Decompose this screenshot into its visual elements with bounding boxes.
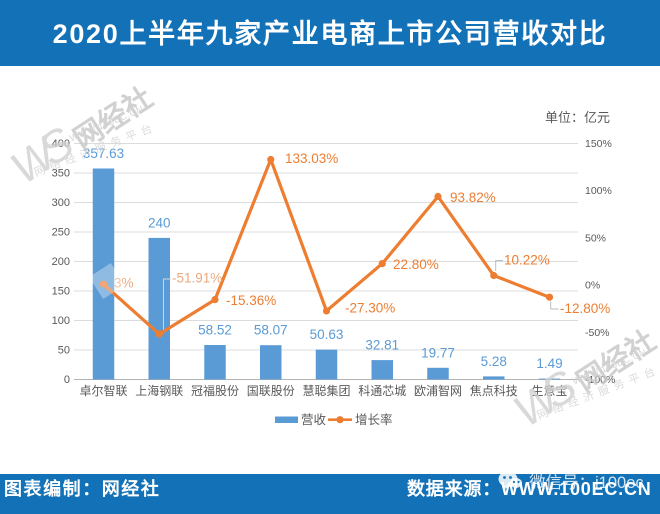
- svg-text:100%: 100%: [585, 185, 612, 197]
- svg-text:400: 400: [52, 138, 70, 150]
- svg-text:50%: 50%: [585, 232, 606, 244]
- svg-text:22.80%: 22.80%: [393, 257, 439, 272]
- svg-text:133.03%: 133.03%: [285, 151, 338, 166]
- svg-text:增长率: 增长率: [355, 412, 393, 427]
- svg-text:-100%: -100%: [585, 374, 615, 386]
- svg-text:营收: 营收: [301, 413, 327, 427]
- svg-text:58.52: 58.52: [198, 323, 232, 338]
- svg-text:100: 100: [52, 315, 70, 327]
- svg-text:0%: 0%: [585, 280, 600, 292]
- svg-text:19.77: 19.77: [421, 345, 455, 360]
- svg-text:焦点科技: 焦点科技: [470, 384, 518, 398]
- svg-text:生意宝: 生意宝: [531, 383, 567, 398]
- svg-text:58.07: 58.07: [254, 323, 288, 338]
- svg-text:150%: 150%: [585, 138, 612, 150]
- svg-text:1.49: 1.49: [536, 356, 562, 371]
- svg-text:上海钢联: 上海钢联: [135, 383, 183, 398]
- svg-text:10.22%: 10.22%: [504, 253, 550, 268]
- svg-text:-15.36%: -15.36%: [226, 293, 276, 308]
- svg-text:冠福股份: 冠福股份: [191, 383, 239, 398]
- svg-text:50.63: 50.63: [310, 327, 344, 342]
- svg-text:卓尔智联: 卓尔智联: [79, 383, 127, 398]
- svg-text:93.82%: 93.82%: [450, 190, 496, 205]
- svg-text:150: 150: [52, 286, 70, 298]
- svg-text:国联股份: 国联股份: [247, 384, 295, 398]
- svg-text:357.63: 357.63: [83, 146, 124, 161]
- svg-text:50: 50: [58, 345, 70, 357]
- svg-text:-12.80%: -12.80%: [560, 301, 610, 316]
- svg-text:200: 200: [52, 256, 70, 268]
- svg-text:0: 0: [64, 374, 70, 386]
- svg-text:5.28: 5.28: [481, 354, 507, 369]
- svg-text:3%: 3%: [114, 276, 134, 291]
- svg-text:-50%: -50%: [585, 327, 610, 339]
- svg-text:单位：亿元: 单位：亿元: [545, 110, 610, 125]
- svg-text:240: 240: [148, 215, 171, 230]
- svg-text:350: 350: [52, 168, 70, 180]
- svg-text:欧浦智网: 欧浦智网: [414, 383, 462, 398]
- svg-text:250: 250: [52, 227, 70, 239]
- svg-text:-51.91%: -51.91%: [172, 270, 222, 285]
- svg-text:慧聪集团: 慧聪集团: [302, 383, 350, 398]
- svg-text:32.81: 32.81: [365, 338, 399, 353]
- svg-text:300: 300: [52, 197, 70, 209]
- svg-text:科通芯城: 科通芯城: [358, 384, 406, 398]
- svg-text:-27.30%: -27.30%: [345, 301, 395, 316]
